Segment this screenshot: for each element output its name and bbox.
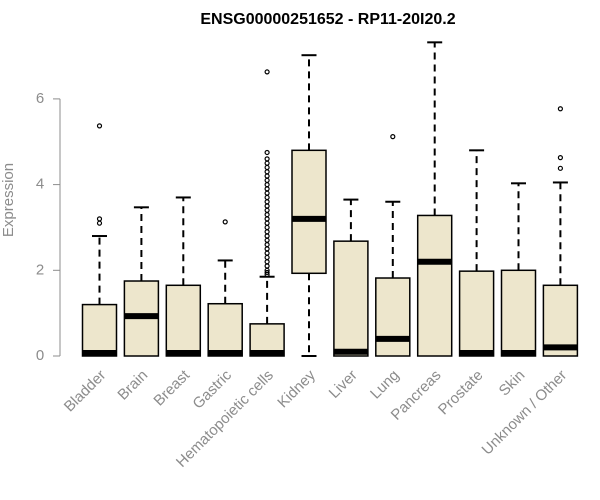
outlier-point	[264, 169, 270, 175]
outlier-point	[264, 207, 270, 213]
x-tick-label: Prostate	[435, 367, 487, 419]
outlier-point	[557, 106, 564, 112]
x-tick-label: Breast	[150, 366, 193, 409]
outlier-point	[264, 250, 270, 256]
outlier-point	[264, 220, 270, 226]
outlier-point	[390, 134, 396, 140]
x-tick-label: Liver	[326, 367, 361, 402]
x-tick-label: Brain	[114, 367, 151, 404]
outlier-point	[264, 182, 270, 188]
outlier-point	[264, 160, 270, 166]
box-brain	[123, 206, 160, 357]
x-tick-label: Bladder	[61, 367, 110, 416]
x-tick-label: Kidney	[274, 366, 319, 411]
outlier-point	[264, 254, 270, 261]
outlier-point	[264, 237, 270, 243]
y-axis-label: Expression	[0, 163, 17, 237]
outlier-point	[264, 177, 270, 183]
outlier-point	[264, 173, 270, 179]
x-tick-label: Skin	[496, 367, 529, 400]
outlier-point	[557, 165, 564, 171]
outlier-point	[264, 259, 270, 265]
box-iqr	[416, 214, 453, 357]
outlier-point	[96, 220, 103, 226]
outlier-point	[264, 203, 270, 209]
y-tick-label: 0	[36, 347, 44, 364]
outlier-point	[264, 156, 270, 162]
outlier-point	[264, 149, 270, 156]
box-pancreas	[416, 41, 453, 357]
y-tick-label: 4	[36, 176, 44, 193]
box-iqr	[542, 284, 579, 357]
box-iqr	[333, 240, 369, 357]
y-tick-label: 2	[36, 261, 44, 278]
box-iqr	[375, 277, 411, 357]
outlier-point	[264, 241, 270, 248]
box-lung	[375, 134, 411, 357]
chart-title: ENSG00000251652 - RP11-20I20.2	[200, 11, 455, 28]
box-kidney	[291, 54, 327, 357]
outlier-point	[96, 216, 103, 222]
outlier-point	[264, 190, 270, 196]
outlier-point	[264, 224, 270, 231]
plot-area	[81, 41, 579, 357]
outlier-point	[264, 186, 270, 192]
outlier-point	[557, 155, 564, 161]
x-tick-label: Lung	[367, 367, 403, 403]
outlier-point	[264, 194, 270, 201]
box-skin	[500, 182, 537, 357]
outlier-point	[264, 269, 270, 276]
box-breast	[165, 196, 202, 357]
outlier-point	[222, 219, 228, 225]
outlier-point	[264, 199, 270, 205]
outlier-point	[264, 271, 270, 278]
box-iqr	[81, 303, 118, 357]
outlier-point	[264, 233, 270, 239]
y-axis: 0 2 4 6	[36, 90, 61, 364]
outlier-point	[264, 211, 270, 218]
box-prostate	[458, 149, 495, 357]
outlier-point	[264, 229, 270, 235]
box-iqr	[207, 302, 243, 357]
box-iqr	[500, 269, 537, 357]
outlier-point	[264, 164, 270, 171]
outlier-point	[264, 69, 270, 75]
outlier-point	[264, 216, 270, 222]
box-unknown-other	[542, 106, 579, 357]
box-liver	[333, 198, 369, 357]
outlier-point	[96, 123, 103, 129]
outlier-point	[264, 263, 270, 269]
box-iqr	[165, 284, 202, 357]
box-bladder	[81, 123, 118, 357]
box-iqr	[458, 270, 495, 357]
y-tick-label: 6	[36, 90, 44, 107]
box-hematopoietic-cells	[249, 69, 285, 357]
box-gastric	[207, 219, 243, 357]
outlier-point	[264, 246, 270, 252]
box-iqr	[291, 149, 327, 275]
